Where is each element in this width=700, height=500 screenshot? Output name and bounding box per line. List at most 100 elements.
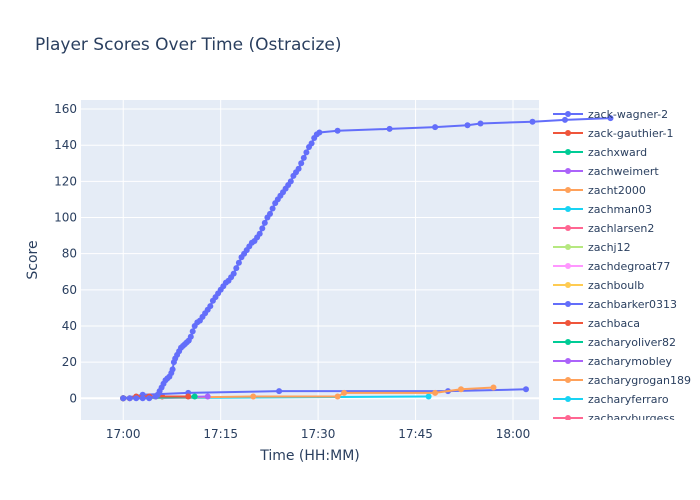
y-ticks: 0 20 40 60 80 100 120 140 160 xyxy=(54,102,77,405)
y-tick-label: 20 xyxy=(62,355,77,369)
legend-item[interactable]: zack-gauthier-1 xyxy=(553,127,674,140)
chart-title: Player Scores Over Time (Ostracize) xyxy=(35,35,342,55)
legend-swatch-marker xyxy=(565,244,571,250)
data-point xyxy=(458,386,464,393)
data-point xyxy=(187,333,194,340)
data-point xyxy=(432,389,439,396)
data-point xyxy=(233,265,240,272)
legend[interactable]: zack-wagner-2 zack-gauthier-1 zachxward zac… xyxy=(553,108,691,425)
data-point xyxy=(464,122,471,129)
y-tick-label: 0 xyxy=(69,391,77,405)
legend-label: zachbarker0313 xyxy=(588,298,677,311)
data-point xyxy=(146,395,153,402)
data-point xyxy=(235,259,242,266)
data-point xyxy=(298,160,305,167)
data-point xyxy=(230,270,237,277)
legend-swatch-marker xyxy=(565,111,571,117)
legend-swatch-marker xyxy=(565,301,571,307)
data-point xyxy=(269,205,276,212)
legend-item[interactable]: zacht2000 xyxy=(553,184,646,197)
legend-item[interactable]: zacharymobley xyxy=(553,355,673,368)
data-point xyxy=(334,127,341,134)
series-zacht2000 xyxy=(120,384,497,402)
legend-label: zacharygrogan189 xyxy=(588,374,691,387)
legend-item[interactable]: zachbarker0313 xyxy=(553,298,677,311)
legend-swatch-marker xyxy=(565,396,571,402)
legend-swatch-marker xyxy=(565,206,571,212)
data-point xyxy=(295,165,302,172)
data-point xyxy=(425,393,432,400)
data-point xyxy=(316,129,323,136)
legend-item[interactable]: zachdegroat77 xyxy=(553,260,670,273)
data-point xyxy=(256,230,263,237)
legend-swatch-marker xyxy=(565,339,571,345)
legend-label: zack-wagner-2 xyxy=(588,108,668,121)
y-tick-label: 140 xyxy=(54,138,77,152)
data-point xyxy=(259,225,266,232)
x-tick-label: 18:00 xyxy=(496,427,531,441)
y-tick-label: 120 xyxy=(54,174,77,188)
legend-item[interactable]: zacharyferraro xyxy=(553,393,669,406)
legend-label: zacharyferraro xyxy=(588,393,669,406)
data-point xyxy=(386,125,393,132)
legend-label: zachj12 xyxy=(588,241,631,254)
data-point xyxy=(287,178,294,185)
legend-swatch-marker xyxy=(565,282,571,288)
data-point xyxy=(562,116,568,123)
legend-label: zachman03 xyxy=(588,203,652,216)
legend-label: zacharyoliver82 xyxy=(588,336,676,349)
y-tick-label: 160 xyxy=(54,102,77,116)
y-axis-title: Score xyxy=(25,240,41,279)
legend-item[interactable]: zachbaca xyxy=(553,317,640,330)
legend-swatch-marker xyxy=(565,320,571,326)
data-point xyxy=(267,210,273,217)
legend-item[interactable]: zack-wagner-2 xyxy=(553,108,668,121)
legend-item[interactable]: zachboulb xyxy=(553,279,644,292)
x-tick-label: 17:15 xyxy=(203,427,238,441)
legend-item[interactable]: zachxward xyxy=(553,146,647,159)
grid xyxy=(81,100,539,420)
legend-swatch-marker xyxy=(565,377,571,383)
legend-item[interactable]: zachlarsen2 xyxy=(553,222,654,235)
data-point xyxy=(204,393,211,400)
legend-label: zachlarsen2 xyxy=(588,222,654,235)
data-point xyxy=(529,118,536,125)
series-zack-wagner-2 xyxy=(120,115,614,402)
legend-item[interactable]: zacharyburgess xyxy=(553,412,675,425)
legend-label: zachbaca xyxy=(588,317,640,330)
legend-item[interactable]: zachman03 xyxy=(553,203,652,216)
data-point xyxy=(191,393,198,400)
data-point xyxy=(303,149,310,156)
data-point xyxy=(300,154,307,161)
legend-swatch-marker xyxy=(565,168,571,174)
y-tick-label: 60 xyxy=(62,283,77,297)
data-point xyxy=(276,388,283,395)
legend-item[interactable]: zachweimert xyxy=(553,165,659,178)
data-point xyxy=(432,124,439,131)
legend-swatch-marker xyxy=(565,415,571,420)
x-axis-title: Time (HH:MM) xyxy=(259,448,360,464)
y-tick-label: 100 xyxy=(54,211,77,225)
y-tick-label: 80 xyxy=(62,247,77,261)
legend-item[interactable]: zacharyoliver82 xyxy=(553,336,676,349)
legend-label: zachboulb xyxy=(588,279,644,292)
legend-label: zacharymobley xyxy=(588,355,673,368)
data-point xyxy=(185,393,192,400)
legend-item[interactable]: zachj12 xyxy=(553,241,631,254)
legend-item[interactable]: zacharygrogan189 xyxy=(553,374,691,387)
series-layer xyxy=(120,115,614,402)
data-point xyxy=(120,395,127,402)
data-point xyxy=(490,384,497,391)
data-point xyxy=(607,115,614,122)
data-point xyxy=(169,366,176,373)
legend-label: zacht2000 xyxy=(588,184,646,197)
legend-label: zack-gauthier-1 xyxy=(588,127,674,140)
x-tick-label: 17:45 xyxy=(398,427,433,441)
x-tick-label: 17:30 xyxy=(301,427,336,441)
legend-swatch-marker xyxy=(565,130,571,136)
y-tick-label: 40 xyxy=(62,319,77,333)
x-tick-label: 17:00 xyxy=(106,427,141,441)
data-point xyxy=(133,395,140,402)
data-point xyxy=(250,393,257,400)
